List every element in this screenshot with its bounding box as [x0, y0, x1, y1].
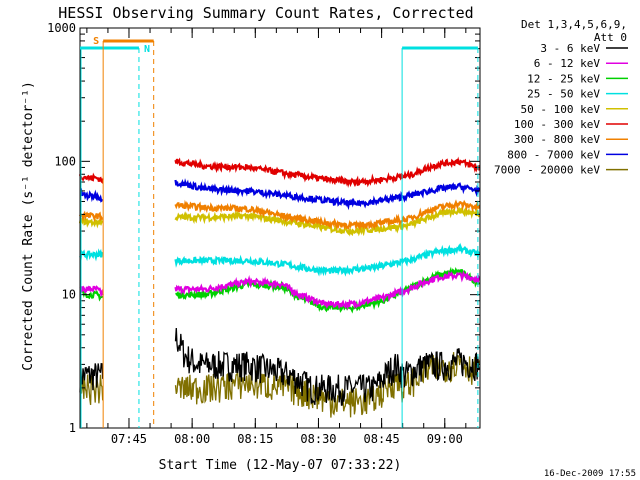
chart-title: HESSI Observing Summary Count Rates, Cor…	[58, 4, 473, 22]
series-line-50-100-kev	[78, 205, 481, 237]
x-tick-label: 08:30	[300, 432, 336, 446]
legend-header-line1: Det 1,3,4,5,6,9,	[521, 18, 627, 31]
legend-label-100-300-kev: 100 - 300 keV	[514, 118, 600, 131]
series-line-3-6-kev	[79, 327, 481, 406]
legend-label-800-7000-kev: 800 - 7000 keV	[507, 148, 600, 161]
y-axis-label: Corrected Count Rate (s⁻¹ detector⁻¹)	[21, 81, 36, 371]
legend-label-25-50-kev: 25 - 50 keV	[527, 88, 600, 101]
plot-frame	[79, 27, 481, 429]
series-line-6-12-kev	[79, 270, 481, 311]
legend-label-300-800-kev: 300 - 800 keV	[514, 133, 600, 146]
legend-label-6-12-kev: 6 - 12 keV	[534, 57, 601, 70]
y-tick-label: 10	[62, 288, 76, 302]
x-tick-label: 08:00	[174, 432, 210, 446]
series-line-25-50-kev	[79, 242, 480, 277]
series-line-300-800-kev	[78, 199, 481, 231]
y-tick-label: 100	[54, 154, 76, 168]
legend-label-12-25-kev: 12 - 25 keV	[527, 72, 600, 85]
x-tick-label: 09:00	[427, 432, 463, 446]
x-tick-label: 08:15	[237, 432, 273, 446]
legend-label-7000-20000-kev: 7000 - 20000 keV	[494, 164, 600, 177]
series-line-12-25-kev	[79, 266, 481, 314]
legend: 3 - 6 keV 6 - 12 keV 12 - 25 keV 25 - 50 ke…	[494, 42, 628, 177]
series-line-800-7000-kev	[79, 178, 480, 211]
axes-layer: 1 10 100 1000 07:45 08:00 08:15 08:30 08:45 09:00…	[47, 21, 481, 446]
legend-label-3-6-kev: 3 - 6 keV	[540, 42, 600, 55]
y-tick-label: 1	[69, 421, 76, 435]
x-tick-label: 08:45	[364, 432, 400, 446]
saa-marker-label: S	[93, 36, 99, 47]
x-axis-label: Start Time (12-May-07 07:33:22)	[159, 458, 402, 473]
legend-header-line2: Att 0	[594, 31, 627, 44]
timestamp: 16-Dec-2009 17:55	[544, 469, 636, 479]
legend-label-50-100-kev: 50 - 100 keV	[521, 103, 601, 116]
y-tick-label: 1000	[47, 21, 76, 35]
plot-data-layer	[78, 156, 481, 418]
night-marker-label: N	[144, 44, 150, 55]
x-tick-label: 07:45	[111, 432, 147, 446]
series-line-100-300-kev	[78, 156, 481, 188]
